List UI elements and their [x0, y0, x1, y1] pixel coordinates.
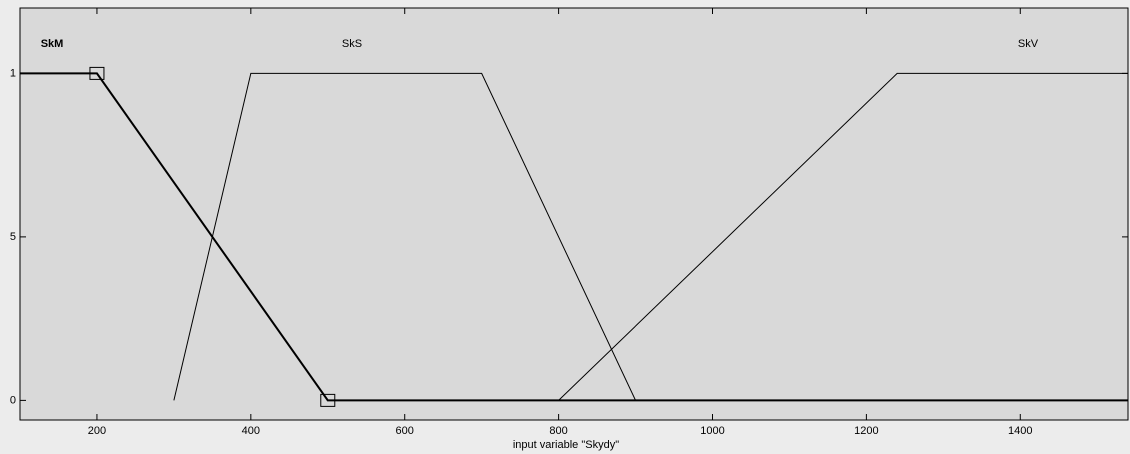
x-tick-label: 400 — [242, 425, 260, 437]
x-tick-label: 600 — [396, 425, 414, 437]
vertex-marker — [89, 66, 105, 80]
x-tick-label: 1200 — [854, 425, 878, 437]
series-label: SkV — [1018, 38, 1039, 50]
x-tick-label: 1000 — [700, 425, 724, 437]
series-label: SkM — [41, 38, 64, 50]
y-tick-label: 0 — [10, 394, 16, 406]
x-axis-label: input variable "Skydy" — [513, 439, 619, 451]
x-tick-label: 200 — [88, 425, 106, 437]
plot-area — [19, 7, 1129, 421]
vertex-marker — [320, 393, 336, 407]
y-tick-label: 5 — [10, 231, 16, 243]
y-tick-label: 1 — [10, 67, 16, 79]
x-tick-label: 800 — [549, 425, 567, 437]
membership-line — [558, 72, 1128, 401]
series-label: SkS — [342, 38, 362, 50]
membership-line — [173, 72, 637, 401]
x-tick-label: 1400 — [1008, 425, 1032, 437]
